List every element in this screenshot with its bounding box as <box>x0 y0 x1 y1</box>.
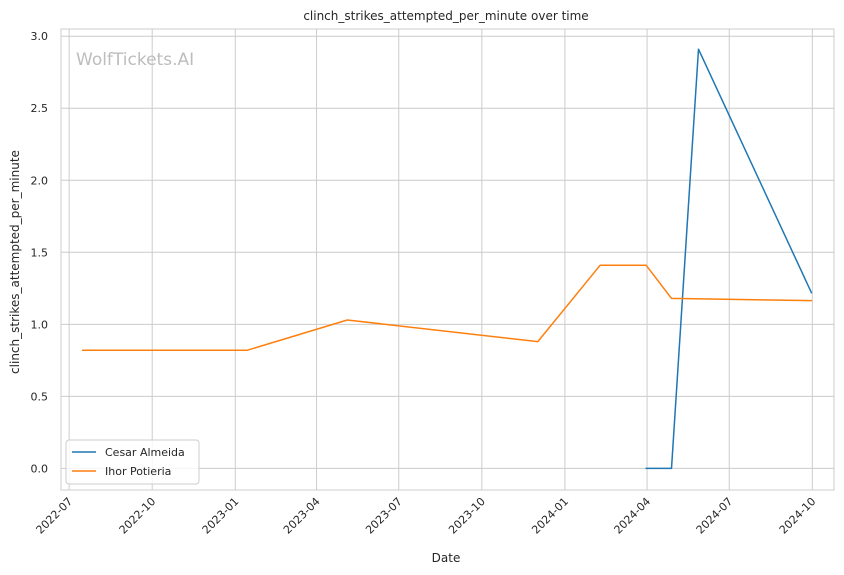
series-layer <box>81 48 813 470</box>
x-tick-label: 2023-01 <box>200 495 242 537</box>
grid <box>61 29 834 490</box>
watermark: WolfTickets.AI <box>76 50 194 70</box>
y-tick-label: 2.0 <box>31 174 49 187</box>
x-tick-label: 2023-07 <box>363 495 405 537</box>
chart-title: clinch_strikes_attempted_per_minute over… <box>303 9 588 23</box>
y-tick-label: 0.5 <box>31 390 49 403</box>
y-tick-label: 2.5 <box>31 102 49 115</box>
legend-box <box>65 439 200 485</box>
y-tick-label: 3.0 <box>31 30 49 43</box>
legend-label: Cesar Almeida <box>105 446 185 459</box>
y-tick-label: 0.0 <box>31 462 49 475</box>
plot-frame <box>60 28 835 491</box>
x-tick-label: 2022-10 <box>117 495 159 537</box>
y-tick-label: 1.0 <box>31 318 49 331</box>
y-axis-title: clinch_strikes_attempted_per_minute <box>8 150 22 374</box>
x-tick-label: 2024-04 <box>611 495 653 537</box>
x-tick-label: 2023-10 <box>446 495 488 537</box>
x-tick-label: 2024-10 <box>777 495 819 537</box>
x-tick-label: 2024-07 <box>694 495 736 537</box>
x-tick-label: 2023-04 <box>281 495 323 537</box>
y-tick-label: 1.5 <box>31 246 49 259</box>
legend: Cesar Almeida Ihor Potieria <box>65 439 200 485</box>
legend-label: Ihor Potieria <box>105 465 171 478</box>
x-tick-label: 2024-01 <box>529 495 571 537</box>
series-line-cesar-almeida <box>645 48 813 470</box>
series-line-ihor-potieria <box>81 264 813 352</box>
x-tick-label: 2022-07 <box>34 495 76 537</box>
x-axis-title: Date <box>432 551 461 565</box>
